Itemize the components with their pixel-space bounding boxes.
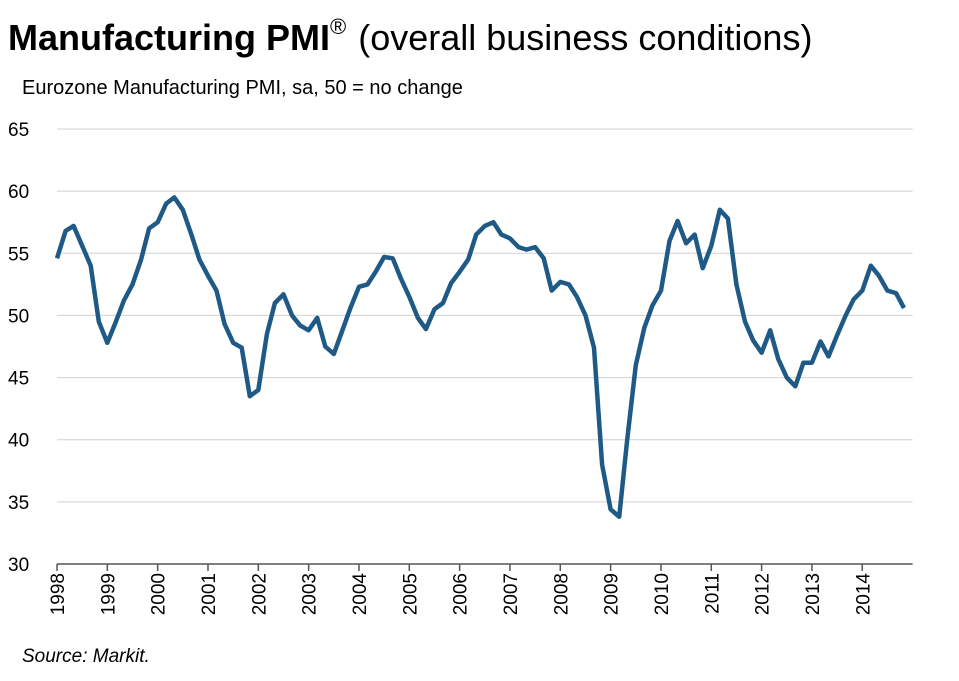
x-tick-label: 2002 — [249, 573, 270, 615]
x-tick-label: 2014 — [853, 573, 874, 616]
x-tick-label: 2003 — [300, 573, 321, 615]
y-tick-label: 50 — [8, 306, 29, 327]
x-tick-label: 2010 — [652, 573, 673, 615]
x-tick-label: 1999 — [98, 573, 119, 615]
x-tick-label: 2004 — [350, 573, 371, 616]
x-tick-label: 2007 — [501, 573, 522, 615]
x-tick-label: 2005 — [400, 573, 421, 615]
x-tick-label: 2009 — [602, 573, 623, 615]
chart-title: Manufacturing PMI® (overall business cond… — [8, 14, 812, 58]
x-tick-label: 2011 — [702, 573, 723, 614]
title-main: Manufacturing PMI — [8, 17, 330, 58]
y-tick-label: 55 — [8, 244, 29, 265]
x-tick-label: 2012 — [753, 573, 774, 615]
source: Source: Markit. — [22, 646, 150, 667]
x-tick-label: 2013 — [803, 573, 824, 615]
y-tick-label: 30 — [8, 555, 29, 576]
y-tick-label: 65 — [8, 120, 29, 141]
subtitle: Eurozone Manufacturing PMI, sa, 50 = no … — [22, 77, 463, 99]
x-tick-label: 2001 — [199, 573, 220, 615]
title-suffix: (overall business conditions) — [358, 17, 812, 58]
x-tick-label: 1998 — [48, 573, 69, 615]
y-tick-label: 60 — [8, 182, 29, 203]
line-series — [54, 195, 906, 520]
y-tick-label: 40 — [8, 431, 29, 452]
y-tick-label: 45 — [8, 369, 29, 390]
x-tick-label: 2008 — [551, 573, 572, 615]
x-tick-label: 2000 — [149, 573, 170, 615]
x-tick-label: 2006 — [451, 573, 472, 615]
title-symbol: ® — [330, 14, 346, 39]
y-tick-label: 35 — [8, 493, 29, 514]
